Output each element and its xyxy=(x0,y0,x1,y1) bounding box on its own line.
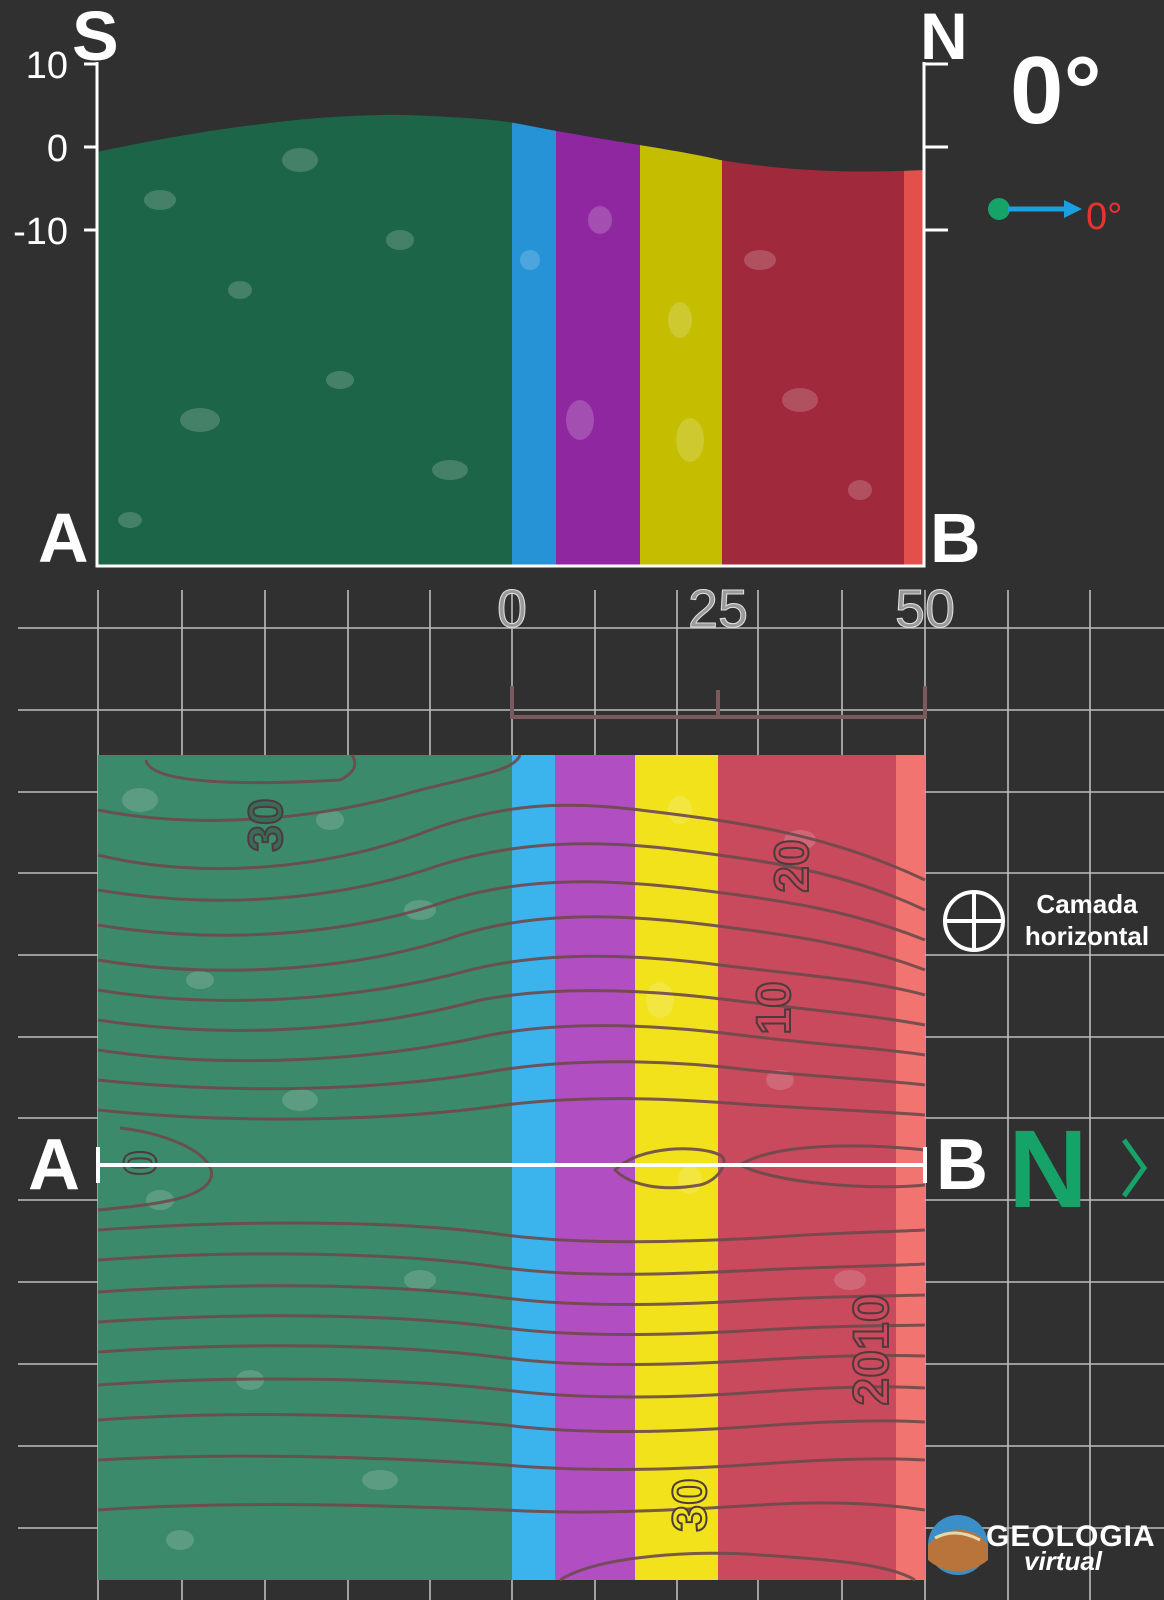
profile-layer-green xyxy=(97,114,512,567)
logo-text-virtual: virtual xyxy=(1024,1546,1103,1576)
legend-label-line1: Camada xyxy=(1036,889,1138,919)
scale-label-0: 0 xyxy=(497,580,527,639)
geologia-virtual-logo-icon xyxy=(928,1515,988,1575)
legend-label-line2: horizontal xyxy=(1024,921,1150,951)
contour-label-30-bottom: 30 xyxy=(664,1478,717,1531)
geologic-map: 0 25 50 xyxy=(18,580,1164,1600)
contour-label-2010: 2010 xyxy=(843,1294,899,1405)
profile-frame xyxy=(95,62,926,568)
profile-end-label: B xyxy=(930,499,981,577)
scale-label-25: 25 xyxy=(688,580,748,639)
profile-layer-red xyxy=(722,114,904,567)
elevation-label-minus10: -10 xyxy=(13,211,68,253)
map-layer-light-red xyxy=(896,755,925,1580)
contour-label-20: 20 xyxy=(766,839,819,892)
dip-angle-large: 0° xyxy=(1010,37,1102,144)
section-end-label: B xyxy=(936,1125,988,1205)
profile-layer-purple xyxy=(556,114,640,567)
contour-label-10: 10 xyxy=(748,981,801,1034)
horizontal-bed-symbol-icon xyxy=(943,890,1005,952)
profile-layers xyxy=(97,114,924,567)
chevron-right-icon xyxy=(1121,1138,1148,1198)
map-rock-texture xyxy=(122,788,866,1550)
direction-north: N xyxy=(920,0,968,73)
map-layer-purple xyxy=(555,755,635,1580)
north-label: N xyxy=(1008,1108,1087,1231)
scale-bar xyxy=(510,686,927,719)
dip-angle-small: 0° xyxy=(1086,196,1123,238)
map-layer-blue xyxy=(512,755,555,1580)
section-start-label: A xyxy=(28,1125,80,1205)
profile-layer-light-red xyxy=(904,114,924,567)
profile-start-label: A xyxy=(38,499,89,577)
legend-label: Camada horizontal xyxy=(1012,888,1162,952)
elevation-label-0: 0 xyxy=(47,128,68,170)
direction-south: S xyxy=(72,0,119,75)
scale-label-50: 50 xyxy=(895,580,955,639)
profile-layer-blue xyxy=(512,114,556,567)
profile-layer-yellow xyxy=(640,114,722,567)
dip-arrow-icon xyxy=(988,198,1082,220)
map-layer-yellow xyxy=(635,755,718,1580)
contour-label-30-top: 30 xyxy=(240,798,293,851)
elevation-label-10: 10 xyxy=(26,45,68,87)
rock-texture xyxy=(118,148,872,528)
contour-lines xyxy=(97,754,926,1582)
cross-section-profile: 10 0 -10 xyxy=(13,45,948,568)
map-layer-green xyxy=(98,755,512,1580)
logo-text-geologia: GEOLOGIA xyxy=(986,1520,1156,1553)
map-layers xyxy=(98,755,925,1580)
